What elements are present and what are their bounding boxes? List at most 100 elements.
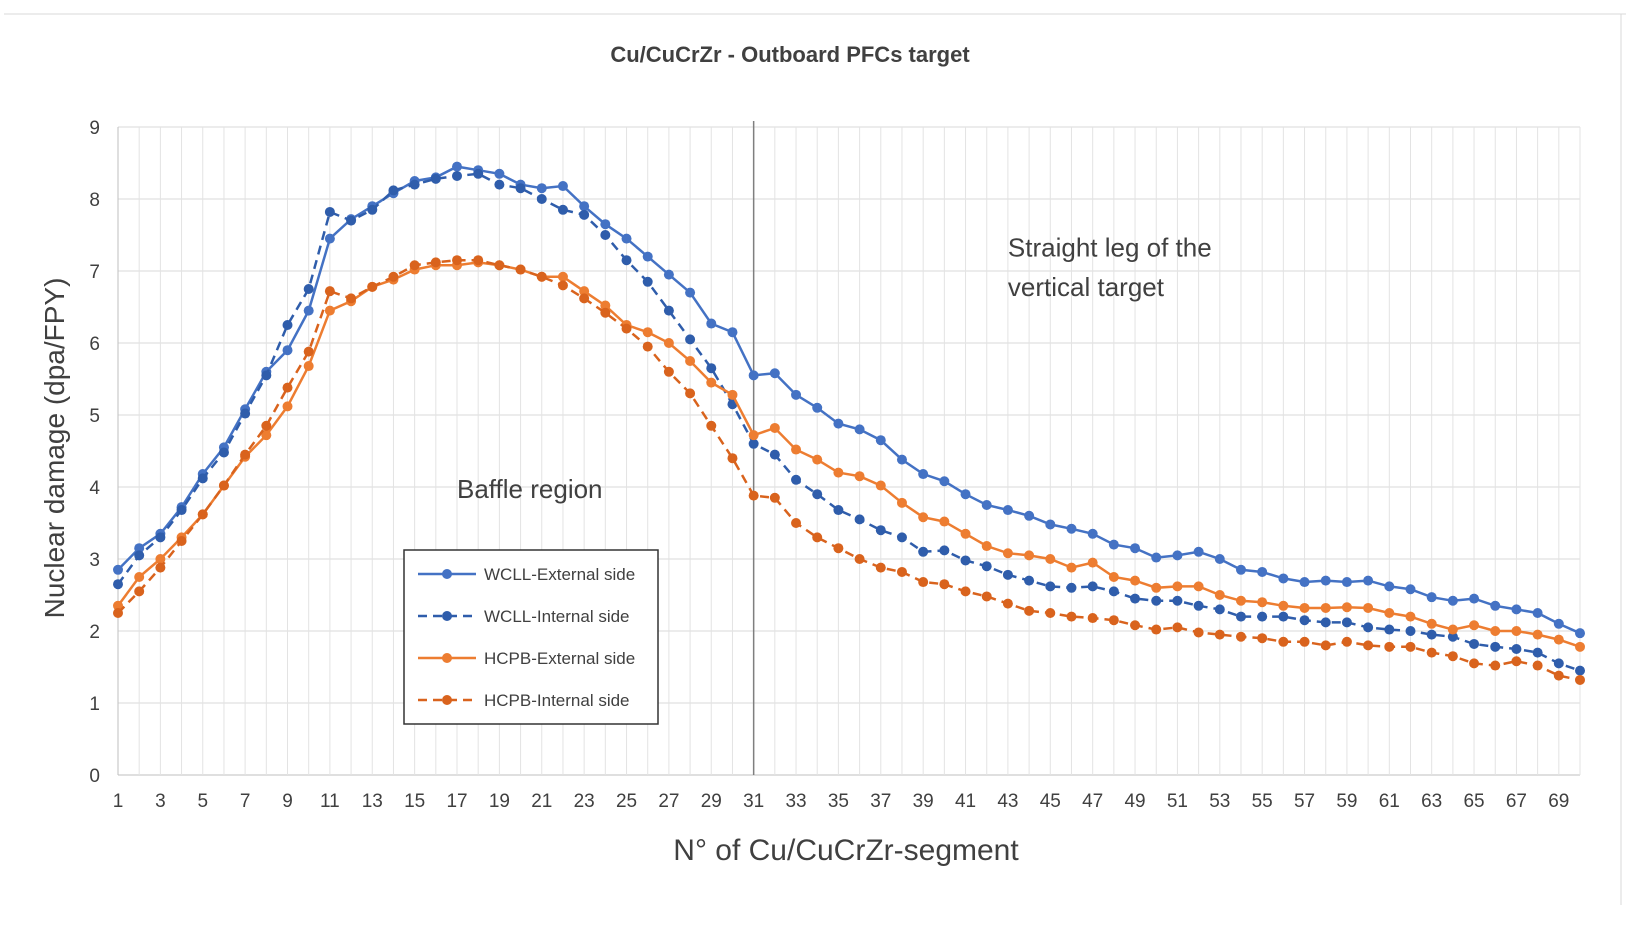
x-tick-label: 55 (1252, 791, 1273, 812)
data-point (1447, 595, 1458, 606)
data-point (1087, 528, 1098, 539)
data-point (1363, 602, 1374, 613)
data-point (1341, 636, 1352, 647)
data-point (1553, 634, 1564, 645)
legend-label: HCPB-External side (484, 649, 635, 668)
data-point (557, 280, 568, 291)
data-point (113, 579, 123, 590)
data-point (1299, 577, 1310, 588)
data-point (367, 204, 378, 215)
data-point (1384, 624, 1395, 635)
data-point (1405, 626, 1416, 636)
data-point (1002, 569, 1013, 580)
data-point (663, 305, 674, 316)
data-point (1469, 638, 1480, 649)
data-point (1511, 604, 1522, 615)
y-tick-label: 0 (89, 766, 100, 787)
data-point (1469, 620, 1480, 631)
data-point (282, 320, 293, 330)
data-point (621, 255, 632, 266)
x-tick-label: 57 (1294, 791, 1315, 812)
data-point (1469, 593, 1480, 604)
data-point (452, 161, 463, 172)
data-point (706, 377, 717, 388)
data-point (960, 555, 971, 566)
data-point (748, 490, 759, 501)
data-point (452, 255, 463, 266)
data-point (367, 281, 378, 292)
data-point (113, 600, 123, 611)
data-point (642, 251, 653, 262)
data-point (1024, 550, 1035, 561)
data-point (600, 307, 611, 318)
data-point (1002, 548, 1013, 559)
data-point (536, 183, 547, 194)
data-point (663, 338, 674, 348)
data-point (875, 435, 886, 446)
data-point (939, 476, 950, 487)
legend-label: HCPB-Internal side (484, 691, 630, 710)
data-point (1447, 631, 1458, 642)
data-point (1235, 595, 1246, 606)
data-point (1130, 593, 1141, 604)
data-point (939, 516, 950, 527)
x-tick-label: 39 (913, 791, 934, 812)
data-point (642, 276, 653, 287)
data-point (1087, 581, 1098, 592)
data-point (1214, 629, 1225, 640)
data-point (515, 183, 526, 194)
data-point (176, 505, 187, 516)
x-tick-label: 45 (1040, 791, 1061, 812)
chart-title: Cu/CuCrZr - Outboard PFCs target (610, 42, 970, 67)
data-point (896, 454, 907, 465)
data-point (896, 566, 907, 577)
data-point (197, 509, 208, 520)
data-point (1469, 658, 1480, 669)
data-point (261, 370, 272, 381)
data-point (1278, 636, 1289, 647)
data-point (1235, 611, 1246, 622)
data-point (1214, 554, 1225, 564)
data-point (1299, 636, 1310, 647)
data-point (1384, 641, 1395, 652)
data-point (1405, 584, 1416, 595)
data-point (1299, 602, 1310, 613)
x-tick-label: 35 (828, 791, 849, 812)
data-point (1002, 598, 1013, 609)
data-point (1235, 564, 1246, 575)
x-tick-label: 1 (113, 791, 124, 812)
data-point (1553, 618, 1564, 629)
legend-label: WCLL-External side (484, 565, 635, 584)
data-point (1193, 581, 1204, 592)
data-point (685, 356, 696, 366)
data-point (600, 219, 611, 230)
data-point (939, 579, 950, 590)
series-line-1 (116, 172, 1581, 672)
x-tick-label: 59 (1336, 791, 1357, 812)
data-point (1384, 581, 1395, 592)
y-tick-label: 8 (89, 190, 100, 211)
data-point (981, 541, 992, 552)
legend-swatch-marker (442, 695, 452, 705)
data-point (1447, 651, 1458, 662)
data-point (1384, 608, 1395, 618)
x-tick-label: 43 (997, 791, 1018, 812)
data-point (854, 554, 865, 564)
legend-swatch-marker (442, 569, 452, 579)
data-point (791, 444, 802, 455)
data-point (494, 168, 505, 179)
data-point (303, 361, 314, 372)
data-point (833, 543, 844, 554)
data-point (388, 271, 399, 282)
data-point (240, 449, 251, 460)
x-tick-label: 51 (1167, 791, 1188, 812)
series-line-3 (117, 258, 1581, 682)
data-point (748, 370, 759, 381)
data-point (1193, 600, 1204, 611)
data-point (557, 204, 568, 215)
data-point (1066, 611, 1077, 622)
x-tick-label: 3 (155, 791, 166, 812)
data-point (1553, 670, 1564, 681)
data-point (663, 366, 674, 377)
data-point (303, 346, 314, 357)
